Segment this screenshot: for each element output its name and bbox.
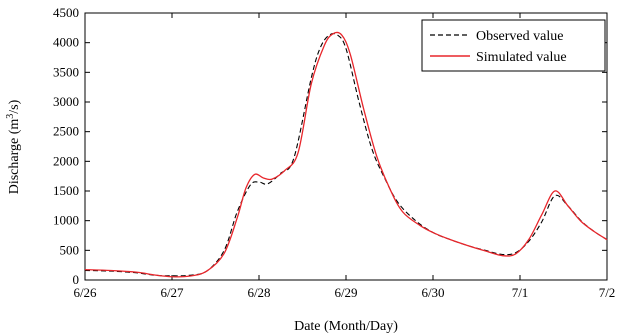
x-tick-label: 6/29 bbox=[334, 285, 357, 300]
y-tick-label: 3500 bbox=[53, 64, 79, 79]
y-tick-label: 2500 bbox=[53, 124, 79, 139]
plot-area: 0 500 1000 1500 2000 2500 3000 3500 4000 4500 6/2… bbox=[53, 5, 615, 300]
y-axis-label: Discharge (m3/s) bbox=[5, 99, 22, 194]
y-tick-label: 1000 bbox=[53, 213, 79, 228]
x-tick-label: 7/2 bbox=[599, 285, 616, 300]
y-tick-label: 500 bbox=[60, 242, 80, 257]
x-tick-label: 6/30 bbox=[421, 285, 444, 300]
legend-label-observed: Observed value bbox=[476, 29, 563, 44]
x-tick-label: 6/26 bbox=[73, 285, 97, 300]
x-tick-label: 6/27 bbox=[160, 285, 184, 300]
y-tick-label: 4500 bbox=[53, 5, 79, 20]
x-axis-label: Date (Month/Day) bbox=[294, 319, 398, 334]
x-axis-ticks: 6/26 6/27 6/28 6/29 6/30 7/1 7/2 bbox=[73, 13, 615, 300]
y-tick-label: 3000 bbox=[53, 94, 79, 109]
x-tick-label: 6/28 bbox=[247, 285, 270, 300]
y-tick-label: 4000 bbox=[53, 35, 79, 50]
y-tick-label: 0 bbox=[73, 272, 80, 287]
y-tick-label: 1500 bbox=[53, 183, 79, 198]
x-tick-label: 7/1 bbox=[512, 285, 529, 300]
legend: Observed value Simulated value bbox=[421, 19, 606, 72]
legend-box bbox=[421, 19, 606, 72]
y-axis-ticks: 0 500 1000 1500 2000 2500 3000 3500 4000 4500 bbox=[53, 5, 607, 287]
series-line-simulated bbox=[84, 31, 608, 278]
y-tick-label: 2000 bbox=[53, 153, 79, 168]
series-layer bbox=[84, 31, 608, 278]
legend-label-simulated: Simulated value bbox=[476, 50, 567, 65]
